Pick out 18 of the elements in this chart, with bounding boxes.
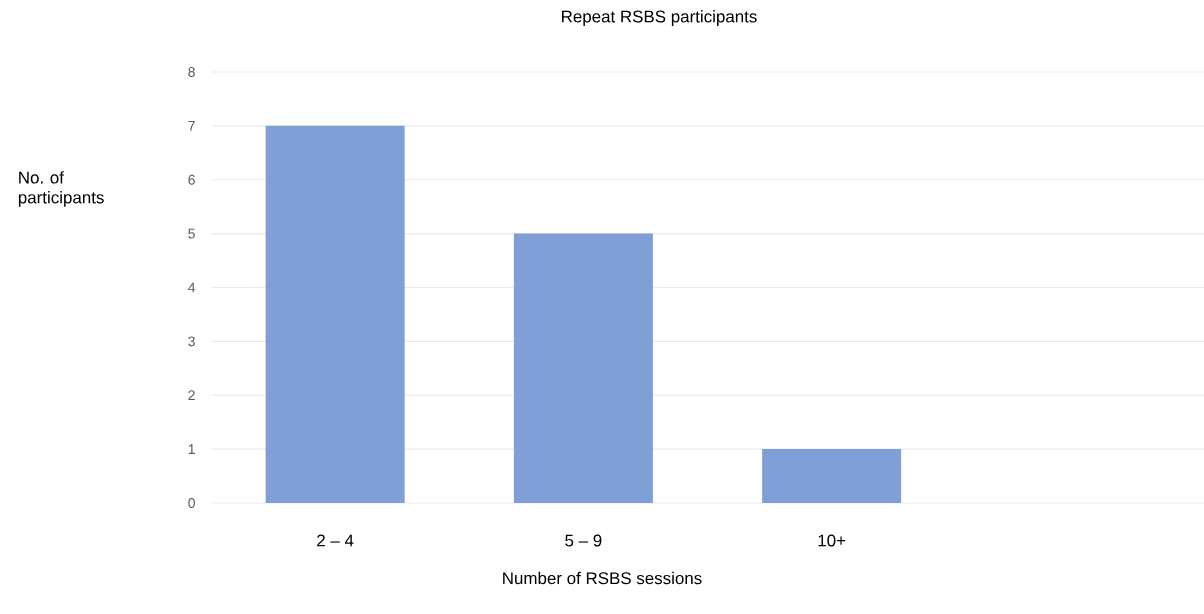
x-tick-label: 10+ [818,534,846,547]
x-axis-title: Number of RSBS sessions [503,571,702,585]
y-tick-label: 6 [188,174,195,185]
y-tick-label: 7 [188,121,195,131]
y-tick-label: 8 [188,67,195,77]
y-tick-label: 0 [188,498,195,508]
chart-title: Repeat RSBS participants [562,10,757,26]
y-tick-label: 1 [188,444,195,454]
y-tick-label: 3 [188,336,195,347]
x-tick-label: 5 – 9 [565,534,602,547]
bar [762,449,902,503]
y-tick-label: 2 [188,390,195,401]
y-tick-label: 4 [188,282,196,293]
y-tick-label: 5 [188,228,195,239]
y-axis-title: No. of participants [18,171,104,207]
bar [265,125,405,503]
bar [513,233,653,503]
x-tick-label: 2 – 4 [317,534,354,547]
